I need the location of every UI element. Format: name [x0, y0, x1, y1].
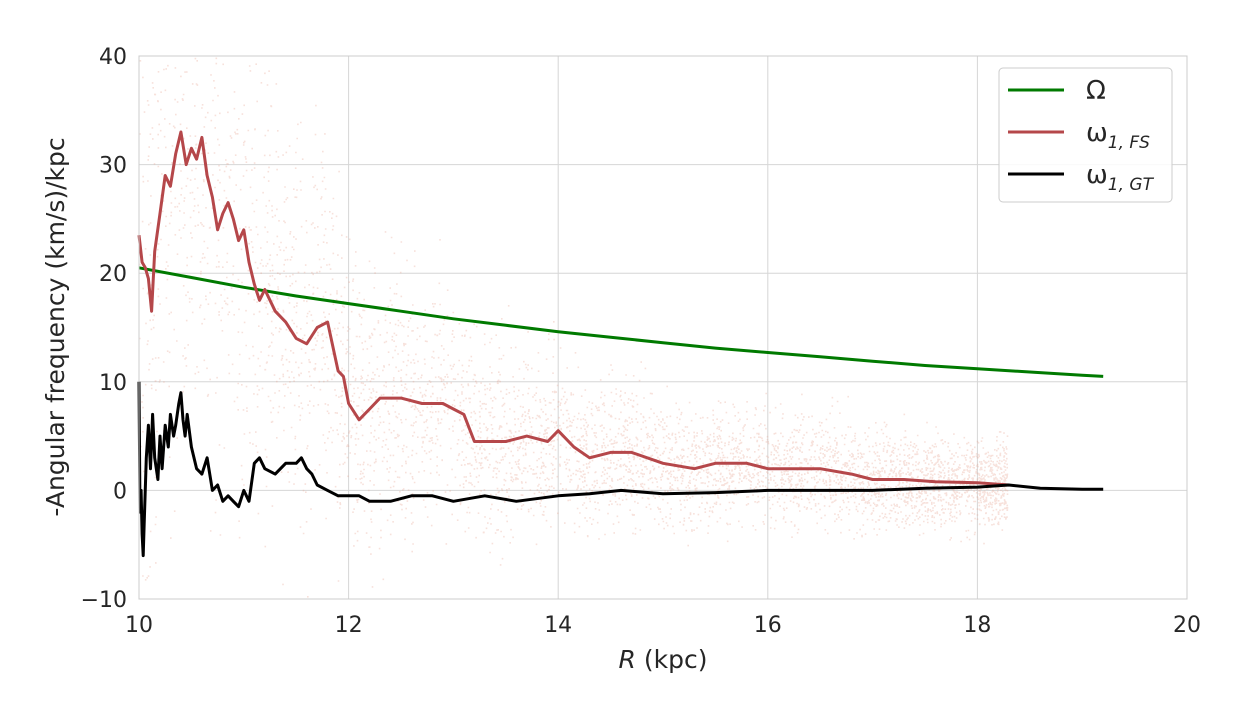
x-tick-label: 12: [335, 613, 363, 638]
legend-label-sub: 1, FS: [1108, 133, 1150, 153]
x-tick-label: 20: [1173, 613, 1201, 638]
y-tick-label: 40: [99, 45, 127, 70]
y-tick-label: −10: [81, 588, 127, 613]
series-line-1: [137, 130, 1009, 487]
x-tick-label: 10: [125, 613, 153, 638]
legend-label-main: ω: [1086, 160, 1108, 190]
y-tick-label: 0: [113, 479, 127, 504]
y-tick-labels: −10 0 10 20 30 40: [81, 45, 127, 613]
x-tick-labels: 10 12 14 16 18 20: [125, 613, 1201, 638]
series-line-0: [138, 266, 1104, 378]
y-tick-label: 20: [99, 262, 127, 287]
y-axis-label: -Angular frequency (km/s)/kpc: [41, 137, 70, 516]
x-axis-label-var: R: [619, 645, 636, 674]
y-tick-label: 30: [99, 154, 127, 179]
x-axis-label: R (kpc): [619, 645, 708, 674]
scatter-cloud: [139, 57, 1009, 598]
x-tick-label: 16: [754, 613, 782, 638]
x-tick-label: 18: [963, 613, 991, 638]
series-line-2: [137, 381, 1104, 558]
legend-box: [998, 67, 1173, 203]
scatter-points: [139, 57, 1009, 598]
legend-label: ω1, FS: [1086, 118, 1150, 153]
plot-frame: [138, 55, 1188, 600]
x-tick-label: 14: [544, 613, 572, 638]
legend-label: ω1, GT: [1086, 160, 1155, 195]
legend-label: Ω: [1086, 76, 1106, 106]
x-axis-label-unit: (kpc): [644, 645, 708, 674]
legend-label-main: ω: [1086, 118, 1108, 148]
legend-label-main: Ω: [1086, 76, 1106, 106]
y-tick-label: 10: [99, 371, 127, 396]
series-lines: [137, 130, 1104, 558]
legend-label-sub: 1, GT: [1108, 175, 1155, 195]
